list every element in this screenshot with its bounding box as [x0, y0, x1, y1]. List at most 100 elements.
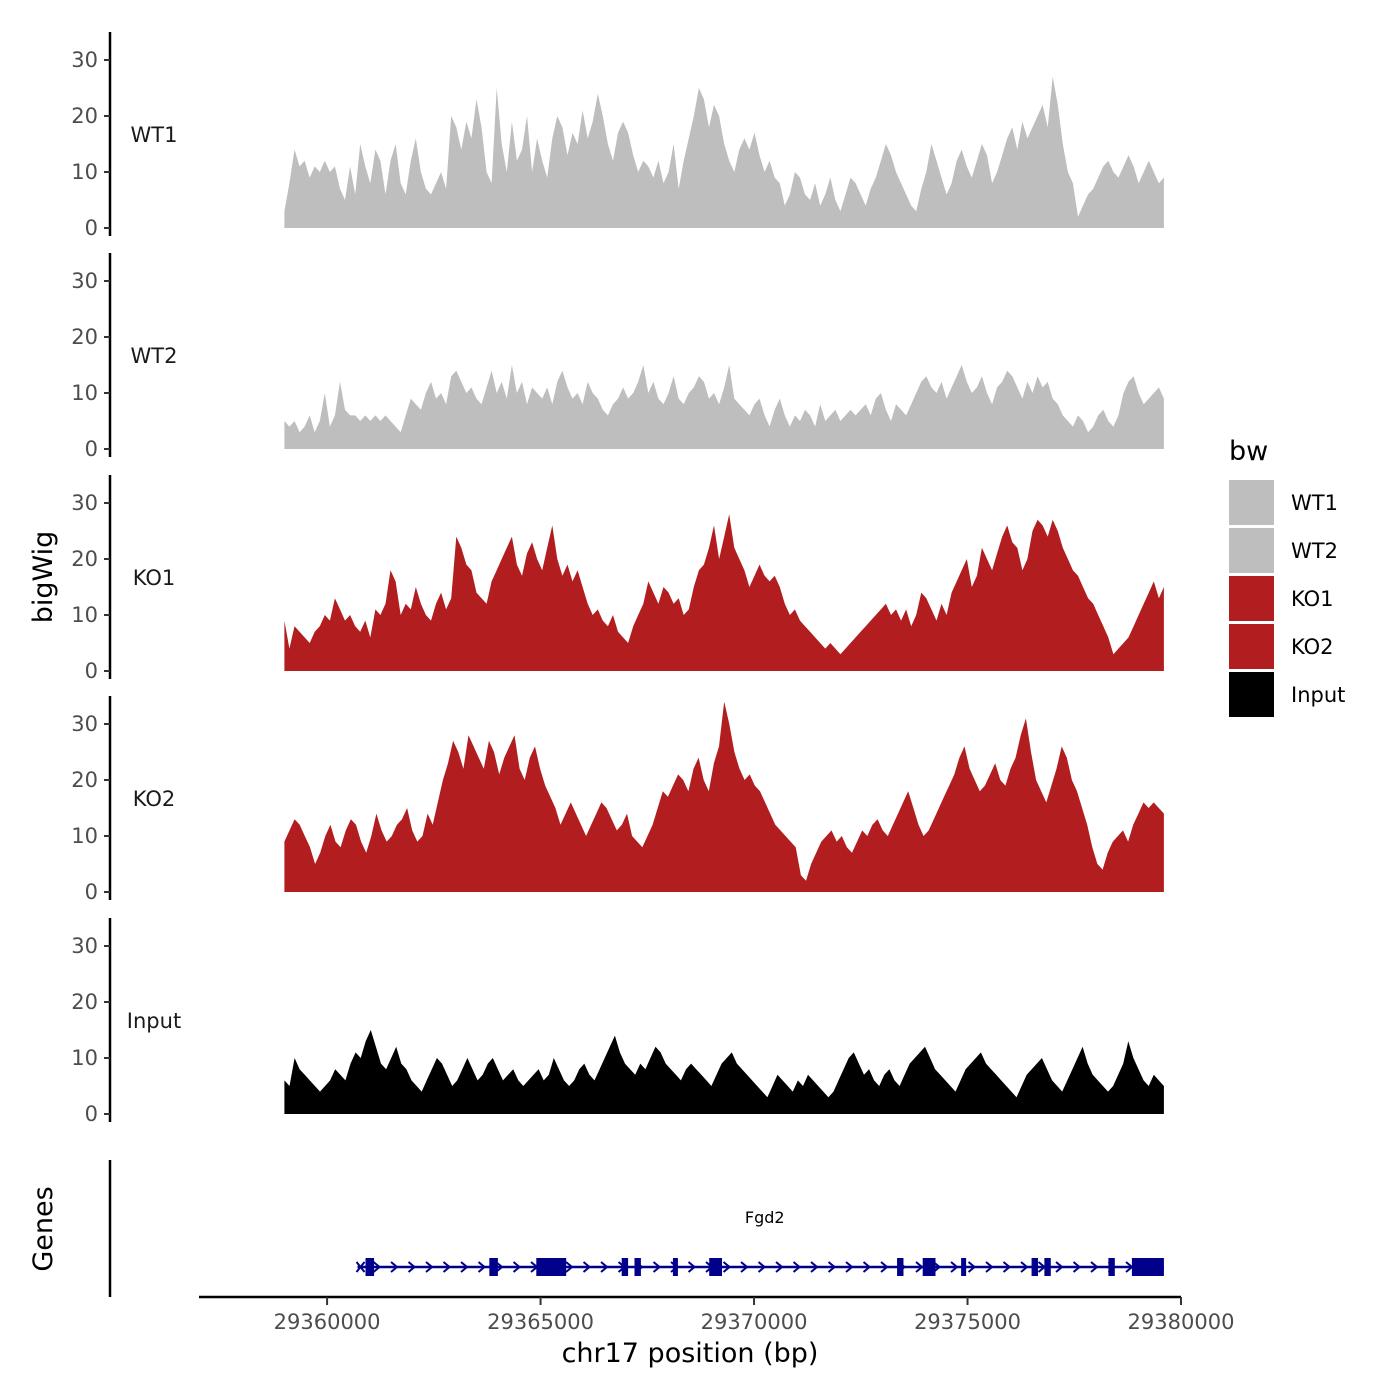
- legend-label: WT1: [1291, 491, 1338, 515]
- legend-label: WT2: [1291, 539, 1338, 563]
- exon: [489, 1258, 498, 1276]
- y-tick-label: 20: [71, 325, 98, 349]
- strand-arrow: [442, 1261, 452, 1273]
- strand-arrow: [512, 1261, 522, 1273]
- legend-item-input: Input: [1229, 672, 1345, 717]
- legend-label: KO1: [1291, 587, 1334, 611]
- legend-swatch: [1229, 672, 1274, 717]
- exon: [1044, 1258, 1051, 1276]
- strand-arrow: [915, 1261, 924, 1273]
- x-axis: 29360000 29365000 29370000 29375000 29380000: [199, 1295, 1235, 1334]
- x-axis-title: chr17 position (bp): [562, 1338, 819, 1369]
- y-tick-label: 0: [85, 437, 98, 461]
- strand-arrow: [582, 1261, 592, 1273]
- y-tick-label: 20: [71, 768, 98, 792]
- legend: bw WT1 WT2 KO1 KO2 Input: [1229, 436, 1345, 717]
- y-tick-label: 10: [71, 160, 98, 184]
- exon: [709, 1258, 723, 1276]
- strand-arrow: [722, 1261, 732, 1273]
- y-tick-label: 20: [71, 104, 98, 128]
- y-tick-label: 0: [85, 880, 98, 904]
- strand-arrow: [495, 1261, 504, 1273]
- strand-arrow: [880, 1261, 889, 1273]
- exon: [365, 1258, 375, 1276]
- y-tick-label: 0: [85, 216, 98, 240]
- strand-arrow: [425, 1261, 434, 1273]
- y-tick-label: 30: [71, 269, 98, 293]
- y-tick-label: 30: [71, 48, 98, 72]
- exon: [536, 1258, 567, 1276]
- y-tick-label: 20: [71, 990, 98, 1014]
- genes-panel: Fgd2: [108, 1160, 1164, 1297]
- y-tick-label: 30: [71, 712, 98, 736]
- strand-arrow: [1002, 1261, 1012, 1273]
- y-tick-label: 20: [71, 547, 98, 571]
- strand-arrow: [1090, 1261, 1099, 1273]
- strand-arrow: [792, 1261, 802, 1273]
- y-tick-label: 10: [71, 381, 98, 405]
- strand-arrow: [775, 1261, 784, 1273]
- strand-arrow: [390, 1261, 399, 1273]
- legend-item-wt1: WT1: [1229, 480, 1338, 525]
- x-tick-label: 29365000: [487, 1310, 594, 1334]
- strand-arrow: [1055, 1261, 1064, 1273]
- coverage-area-ko1: [284, 514, 1164, 671]
- track-label: Input: [127, 1009, 181, 1033]
- legend-label: KO2: [1291, 635, 1334, 659]
- exon: [672, 1258, 678, 1276]
- strand-arrow: [757, 1261, 767, 1273]
- track-label: WT2: [131, 344, 178, 368]
- legend-swatch: [1229, 624, 1274, 669]
- y-tick-label: 0: [85, 659, 98, 683]
- coverage-area-input: [284, 1030, 1164, 1114]
- strand-arrow: [407, 1261, 417, 1273]
- strand-arrow: [687, 1261, 697, 1273]
- track-ko1: 0 10 20 30 KO1: [71, 475, 1164, 683]
- track-label: KO2: [133, 787, 176, 811]
- legend-item-ko2: KO2: [1229, 624, 1334, 669]
- gene-start-marker: [355, 1261, 366, 1273]
- strand-arrow: [950, 1261, 959, 1273]
- y-tick-label: 10: [71, 1046, 98, 1070]
- y-tick-label: 10: [71, 603, 98, 627]
- coverage-area-wt1: [284, 76, 1164, 228]
- x-tick-label: 29380000: [1128, 1310, 1235, 1334]
- strand-arrow: [740, 1261, 749, 1273]
- strand-arrow: [1072, 1261, 1082, 1273]
- track-label: KO1: [133, 566, 176, 590]
- legend-swatch: [1229, 576, 1274, 621]
- exon: [621, 1258, 629, 1276]
- y-tick-label: 30: [71, 934, 98, 958]
- x-tick-label: 29375000: [914, 1310, 1021, 1334]
- coverage-area-ko2: [284, 701, 1164, 892]
- strand-arrow: [932, 1261, 942, 1273]
- strand-arrow: [862, 1261, 872, 1273]
- y-axis-title: bigWig: [28, 531, 59, 624]
- legend-swatch: [1229, 528, 1274, 573]
- strand-arrow: [460, 1261, 469, 1273]
- genes-axis-title: Genes: [28, 1186, 59, 1271]
- strand-arrow: [985, 1261, 994, 1273]
- strand-arrow: [652, 1261, 662, 1273]
- y-tick-label: 10: [71, 824, 98, 848]
- strand-arrow: [565, 1261, 574, 1273]
- strand-arrow: [967, 1261, 977, 1273]
- exon: [897, 1258, 904, 1276]
- strand-arrow: [845, 1261, 854, 1273]
- legend-item-ko1: KO1: [1229, 576, 1334, 621]
- x-tick-label: 29370000: [701, 1310, 808, 1334]
- exon: [1031, 1258, 1038, 1276]
- y-tick-label: 0: [85, 1102, 98, 1126]
- strand-arrow: [600, 1261, 609, 1273]
- track-ko2: 0 10 20 30 KO2: [71, 696, 1164, 904]
- legend-item-wt2: WT2: [1229, 528, 1338, 573]
- strand-arrow: [810, 1261, 819, 1273]
- exon: [922, 1258, 936, 1276]
- legend-title: bw: [1229, 436, 1268, 467]
- strand-arrow: [477, 1261, 487, 1273]
- track-label: WT1: [131, 123, 178, 147]
- exon: [961, 1258, 967, 1276]
- x-tick-label: 29360000: [274, 1310, 381, 1334]
